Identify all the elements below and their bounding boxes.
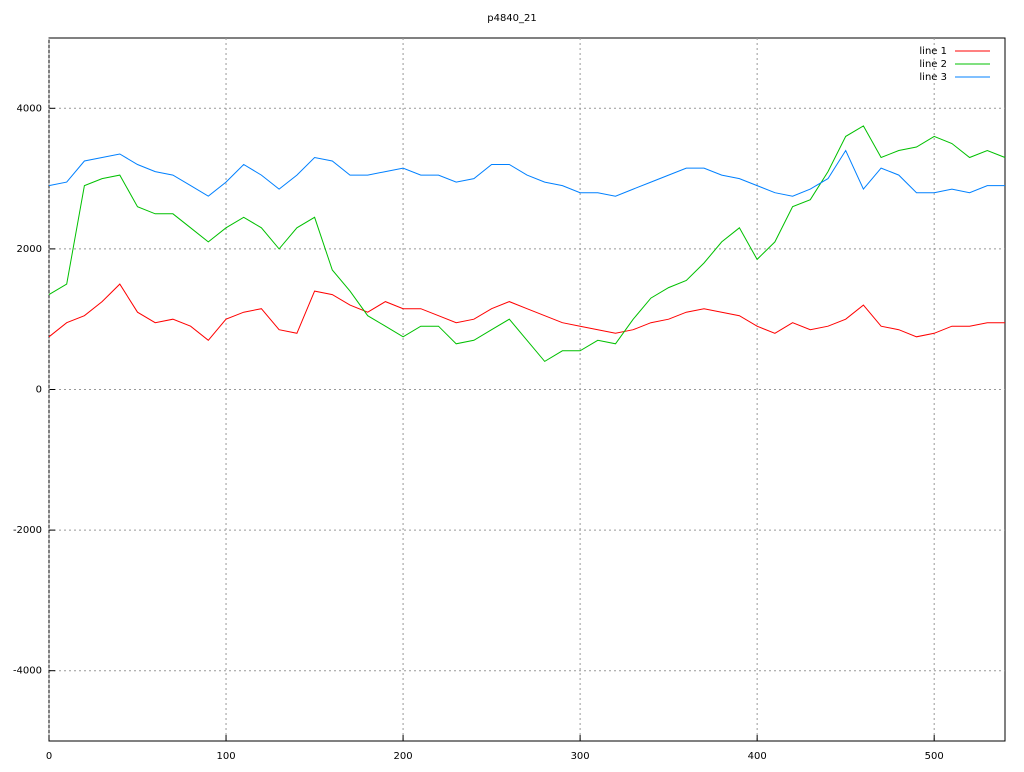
x-tick-label: 0 (46, 751, 52, 762)
chart-title: p4840_21 (487, 13, 537, 24)
plot-border (48, 37, 1006, 742)
x-tick-label: 100 (216, 751, 235, 762)
y-tick-label: -2000 (13, 525, 42, 536)
x-tick-label: 400 (748, 751, 767, 762)
y-tick-label: 2000 (17, 244, 42, 255)
legend-label: line 2 (919, 59, 947, 70)
legend-label: line 1 (919, 46, 947, 57)
legend-label: line 3 (919, 72, 947, 83)
x-tick-label: 500 (925, 751, 944, 762)
series-line (48, 149, 1005, 197)
x-tick-label: 300 (571, 751, 590, 762)
y-tick-label: 0 (36, 385, 42, 396)
y-tick-label: -4000 (13, 666, 42, 677)
y-tick-label: 4000 (17, 103, 42, 114)
x-tick-label: 200 (394, 751, 413, 762)
series-line (48, 125, 1006, 363)
series-line (48, 283, 1005, 341)
